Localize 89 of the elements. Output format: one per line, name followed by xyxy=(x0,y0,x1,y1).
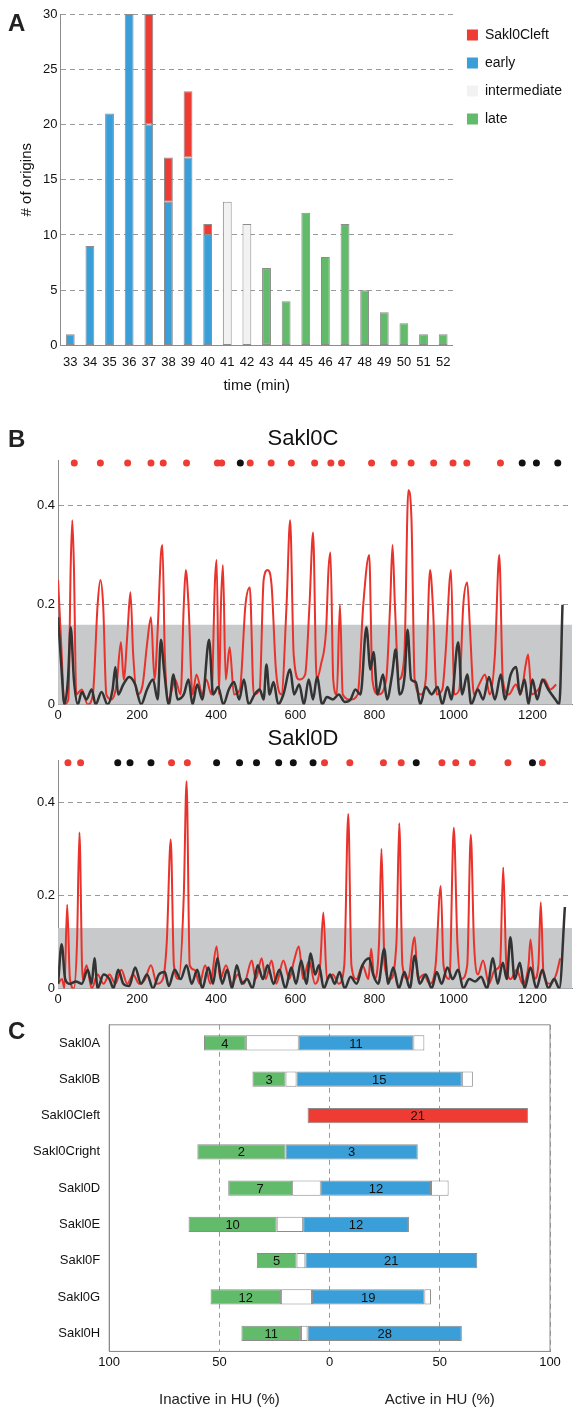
annotation: 11 xyxy=(264,1325,278,1341)
x-tick-label: 51 xyxy=(416,353,431,369)
x-tick-label: 43 xyxy=(259,353,274,369)
annotation: 5 xyxy=(273,1253,281,1269)
x-tick-label: 47 xyxy=(337,353,353,369)
y-tick-label: Sakl0B xyxy=(58,1070,101,1086)
annotation: 19 xyxy=(360,1289,376,1305)
text: A xyxy=(8,8,26,36)
y-tick-label: 25 xyxy=(42,60,58,76)
y-tick-label: 0 xyxy=(47,979,56,995)
annotation: 4 xyxy=(221,1035,229,1051)
annotation: 11 xyxy=(349,1035,363,1051)
x-tick-label: 800 xyxy=(363,706,386,722)
annotation: 28 xyxy=(377,1325,392,1341)
x-tick-label: 46 xyxy=(318,353,333,369)
x-tick-label: 50 xyxy=(432,1353,448,1369)
chart-title: Sakl0C xyxy=(267,425,339,451)
x-tick-label: 45 xyxy=(298,353,314,369)
x-tick-label: 600 xyxy=(284,706,307,722)
legend-label: intermediate xyxy=(484,81,563,98)
annotation: 12 xyxy=(348,1216,364,1232)
x-tick-label: 35 xyxy=(102,353,117,369)
y-tick-label: Sakl0F xyxy=(59,1252,101,1268)
y-tick-label: 20 xyxy=(42,116,58,132)
x-tick-label: 36 xyxy=(121,353,137,369)
x-tick-label: 37 xyxy=(141,353,157,369)
y-axis-title: # of origins xyxy=(17,143,35,217)
y-tick-label: Sakl0A xyxy=(58,1034,101,1050)
annotation: 12 xyxy=(238,1289,254,1305)
x-tick-label: 200 xyxy=(126,706,148,722)
x-tick-label: 600 xyxy=(284,990,307,1006)
x-tick-label: 100 xyxy=(98,1353,121,1369)
x-tick-label: 40 xyxy=(200,353,215,369)
x-tick-label: 800 xyxy=(363,990,386,1006)
x-tick-label: 400 xyxy=(205,990,228,1006)
annotation: 3 xyxy=(348,1144,356,1160)
y-tick-label: Sakl0D xyxy=(58,1179,101,1195)
x-tick-label: 44 xyxy=(278,353,294,369)
x-tick-label: 1000 xyxy=(438,706,468,722)
x-axis-title: time (min) xyxy=(223,376,291,394)
x-tick-label: 1200 xyxy=(518,990,547,1006)
x-tick-label: 0 xyxy=(325,1353,334,1369)
annotation: 3 xyxy=(265,1071,273,1087)
annotation: 21 xyxy=(384,1253,399,1269)
y-tick-label: Sakl0H xyxy=(58,1324,101,1340)
text: Inactive in HU (%) xyxy=(158,1389,280,1407)
x-tick-label: 1000 xyxy=(438,990,468,1006)
y-tick-label: 5 xyxy=(50,281,58,297)
annotation: 2 xyxy=(237,1144,246,1160)
x-tick-label: 39 xyxy=(180,353,196,369)
y-tick-label: 0 xyxy=(50,336,58,352)
y-tick-label: 15 xyxy=(42,171,58,187)
y-tick-label: 0.4 xyxy=(36,793,56,809)
x-tick-label: 50 xyxy=(212,1353,227,1369)
y-tick-label: 0.2 xyxy=(36,596,56,612)
text: B xyxy=(8,424,26,452)
y-tick-label: 10 xyxy=(42,226,58,242)
y-tick-label: Sakl0Cleft xyxy=(40,1107,101,1123)
y-tick-label: 0.2 xyxy=(36,886,56,902)
x-tick-label: 38 xyxy=(161,353,176,369)
y-tick-label: 30 xyxy=(42,5,58,21)
x-tick-label: 1200 xyxy=(518,706,547,722)
legend-label: Sakl0Cleft xyxy=(484,25,549,42)
annotation: 7 xyxy=(256,1180,264,1196)
annotation: 12 xyxy=(368,1180,384,1196)
y-tick-label: Sakl0E xyxy=(58,1215,101,1231)
legend-label: early xyxy=(484,53,516,70)
annotation: 15 xyxy=(371,1071,387,1087)
x-tick-label: 200 xyxy=(126,990,148,1006)
x-tick-label: 34 xyxy=(82,353,98,369)
y-tick-label: Sakl0G xyxy=(57,1288,101,1304)
text: C xyxy=(8,1016,26,1044)
text: Active in HU (%) xyxy=(384,1389,495,1407)
x-tick-label: 52 xyxy=(435,353,451,369)
x-tick-label: 33 xyxy=(63,353,78,369)
chart-title: Sakl0D xyxy=(267,725,339,751)
x-tick-label: 42 xyxy=(239,353,255,369)
x-tick-label: 50 xyxy=(396,353,412,369)
y-tick-label: 0.4 xyxy=(36,496,56,512)
y-tick-label: 0 xyxy=(47,695,56,711)
y-tick-label: Sakl0Cright xyxy=(32,1143,101,1159)
x-tick-label: 400 xyxy=(205,706,228,722)
annotation: 21 xyxy=(410,1108,425,1124)
x-tick-label: 49 xyxy=(377,353,392,369)
x-tick-label: 41 xyxy=(220,353,235,369)
x-tick-label: 100 xyxy=(539,1353,561,1369)
annotation: 10 xyxy=(225,1216,240,1232)
legend-label: late xyxy=(484,109,508,126)
x-tick-label: 48 xyxy=(357,353,372,369)
